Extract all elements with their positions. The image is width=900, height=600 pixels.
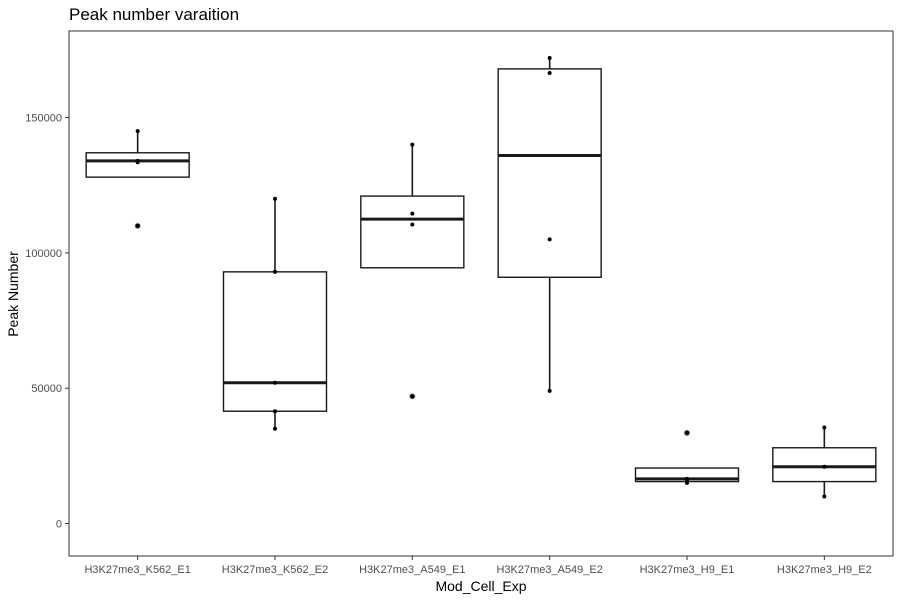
data-point	[410, 222, 415, 227]
data-point	[273, 426, 277, 431]
x-tick-label: H3K27me3_H9_E1	[640, 564, 735, 576]
chart-title: Peak number varaition	[69, 5, 239, 24]
data-point	[273, 196, 277, 201]
box-H3K27me3_K562_E2	[222, 198, 328, 429]
box-iqr	[497, 68, 602, 278]
data-point	[273, 380, 277, 385]
plot-panel	[68, 30, 894, 557]
data-point	[547, 56, 552, 61]
data-point	[135, 129, 140, 134]
x-axis: H3K27me3_K562_E1 H3K27me3_K562_E2 H3K27me3…	[84, 556, 872, 576]
box-iqr	[222, 271, 328, 412]
box-H3K27me3_H9_E2	[772, 427, 877, 497]
y-tick-label: 150000	[25, 113, 62, 125]
y-axis: 0 50000 100000 150000	[25, 113, 69, 531]
data-point	[547, 388, 552, 393]
box-iqr	[772, 447, 877, 483]
points-layer	[134, 56, 827, 499]
x-tick-label: H3K27me3_K562_E2	[222, 564, 328, 576]
data-point	[410, 142, 415, 147]
data-point	[273, 409, 277, 414]
data-point	[135, 223, 140, 228]
box-H3K27me3_K562_E1	[85, 131, 190, 178]
box-H3K27me3_A549_E2	[497, 58, 602, 391]
y-axis-title: Peak Number	[5, 251, 21, 337]
data-point	[410, 394, 415, 399]
box-iqr	[85, 152, 190, 178]
data-point	[822, 464, 827, 469]
data-point	[547, 70, 552, 75]
x-axis-title: Mod_Cell_Exp	[435, 578, 526, 594]
box-iqr	[360, 195, 465, 269]
x-tick-label: H3K27me3_H9_E2	[777, 564, 872, 576]
data-point	[410, 211, 415, 216]
data-point	[273, 269, 277, 274]
data-point	[135, 160, 140, 165]
y-tick-label: 100000	[25, 248, 62, 260]
x-tick-label: H3K27me3_A549_E2	[496, 564, 602, 576]
data-point	[685, 430, 689, 435]
data-point	[685, 480, 689, 485]
boxes-layer	[85, 58, 877, 497]
y-tick-label: 0	[56, 519, 62, 531]
x-tick-label: H3K27me3_K562_E1	[84, 564, 190, 576]
data-point	[822, 425, 827, 430]
data-point	[547, 237, 552, 242]
y-tick-label: 50000	[31, 383, 62, 395]
box-H3K27me3_A549_E1	[360, 144, 465, 269]
x-tick-label: H3K27me3_A549_E1	[359, 564, 465, 576]
data-point	[822, 494, 827, 499]
